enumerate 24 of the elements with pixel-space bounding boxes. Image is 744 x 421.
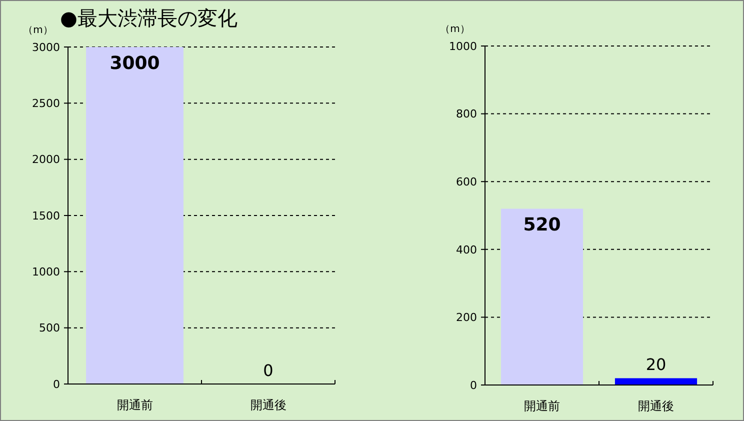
data-label: 3000 xyxy=(110,53,160,74)
y-tick-label: 600 xyxy=(456,175,477,188)
y-tick-label: 2500 xyxy=(32,97,60,110)
data-label: 20 xyxy=(646,355,666,374)
y-axis-title: （m） xyxy=(440,24,470,35)
y-tick-label: 400 xyxy=(456,243,477,256)
y-tick-label: 200 xyxy=(456,311,477,324)
x-tick-label: 開通後 xyxy=(638,399,674,413)
x-tick-label: 開通後 xyxy=(250,398,286,412)
chart-title: ●最大渋滞長の変化 xyxy=(60,6,238,30)
y-axis-title: （m） xyxy=(23,25,53,36)
x-tick-label: 開通前 xyxy=(116,398,153,412)
y-tick-label: 3000 xyxy=(32,40,60,54)
y-tick-label: 800 xyxy=(456,108,477,121)
x-tick-label: 開通前 xyxy=(524,399,560,413)
data-label: 0 xyxy=(263,361,274,380)
data-label: 520 xyxy=(523,214,561,236)
y-tick-label: 1000 xyxy=(32,266,60,279)
y-tick-label: 0 xyxy=(470,378,477,392)
y-tick-label: 500 xyxy=(39,322,60,335)
y-tick-label: 1500 xyxy=(32,209,60,222)
y-tick-label: 2000 xyxy=(32,153,60,166)
y-tick-label: 0 xyxy=(53,378,60,391)
y-tick-label: 1000 xyxy=(449,40,477,53)
